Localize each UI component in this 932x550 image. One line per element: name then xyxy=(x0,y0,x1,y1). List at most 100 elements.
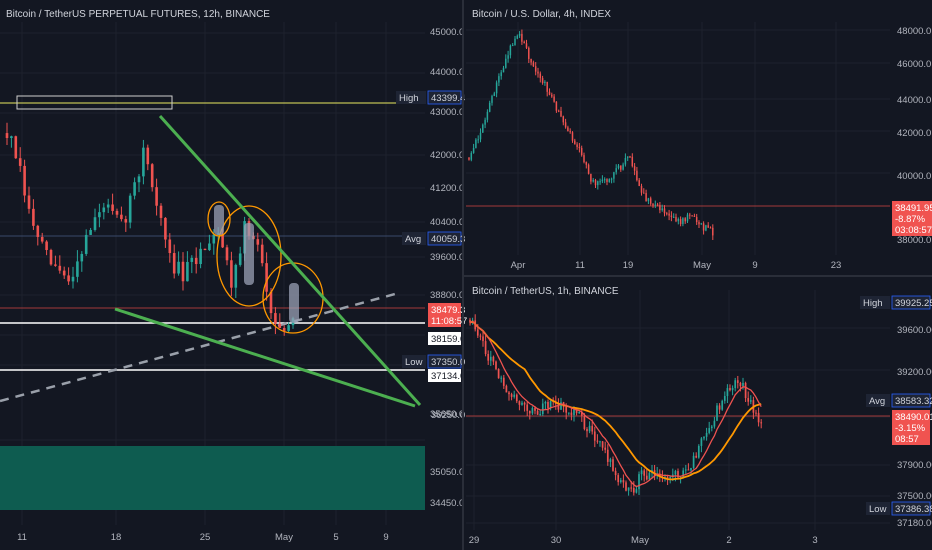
candle-body xyxy=(703,436,705,439)
y-tick-label: 37500.00 xyxy=(897,491,932,502)
candle-body xyxy=(700,223,703,225)
candle-body xyxy=(679,219,682,224)
x-tick-label: 5 xyxy=(333,532,338,543)
candle-body xyxy=(729,388,731,391)
price-label-value: 43399.4 xyxy=(431,93,465,104)
candle-body xyxy=(610,178,613,180)
price-label-bg xyxy=(428,369,461,382)
candle-body xyxy=(500,72,502,77)
candle-body xyxy=(684,218,686,222)
price-tag-bg xyxy=(402,232,426,245)
candle-body xyxy=(631,156,634,167)
candle-body xyxy=(62,270,66,276)
candle-body xyxy=(587,164,590,174)
candle-body xyxy=(238,253,242,265)
candle-body xyxy=(666,477,669,479)
candle-body xyxy=(736,380,739,383)
candle-body xyxy=(565,406,568,413)
x-tick-label: 19 xyxy=(623,260,634,271)
x-tick-label: 23 xyxy=(831,260,842,271)
candle-body xyxy=(530,58,532,63)
candle-body xyxy=(172,253,176,274)
candle-body xyxy=(120,214,123,220)
candle-body xyxy=(677,219,680,222)
candle-body xyxy=(734,380,737,388)
price-tag: Avg xyxy=(869,396,885,407)
candle-body xyxy=(760,422,763,424)
top-right-chart[interactable]: Bitcoin / U.S. Dollar, 4h, INDEX 48000.0 4… xyxy=(466,9,932,271)
candle-body xyxy=(551,94,553,97)
x-tick-label: 30 xyxy=(551,535,562,546)
price-label-sub: 11:08:57 xyxy=(431,316,467,327)
candle-body xyxy=(518,401,521,405)
candle-body xyxy=(705,225,707,231)
candle-body xyxy=(643,192,645,194)
candle-body xyxy=(482,336,484,342)
candle-body xyxy=(553,96,555,102)
candle-body xyxy=(36,225,40,237)
price-label-sub: -8.87% xyxy=(895,214,926,225)
candle-body xyxy=(712,227,714,236)
candle-body xyxy=(557,110,560,112)
candle-body xyxy=(638,180,640,186)
candle-body xyxy=(80,253,84,262)
candle-body xyxy=(514,38,516,46)
x-tick-label: 25 xyxy=(200,532,211,543)
candle-body xyxy=(40,236,44,242)
candle-body xyxy=(528,410,531,414)
candle-body xyxy=(620,165,622,170)
candle-body xyxy=(155,187,158,206)
y-tick-label: 34450.0 xyxy=(430,498,464,509)
candle-body xyxy=(476,329,479,336)
candle-body xyxy=(578,146,581,149)
price-label-value: 38491.95 xyxy=(895,203,932,214)
candle-body xyxy=(609,459,612,462)
candle-body xyxy=(687,469,690,471)
candle-body xyxy=(578,412,581,414)
candle-body xyxy=(567,127,569,132)
price-label-sub: -3.15% xyxy=(895,423,926,434)
candle-body xyxy=(531,408,534,414)
price-tag-bg xyxy=(866,502,890,515)
candle-body xyxy=(537,71,539,74)
candle-body xyxy=(659,204,661,211)
candle-body xyxy=(491,96,493,103)
candle-body xyxy=(502,67,505,73)
price-label-bg xyxy=(891,393,931,408)
candle-body xyxy=(560,402,562,410)
candle-body xyxy=(668,213,670,216)
candle-body xyxy=(269,291,273,314)
candle-body xyxy=(159,205,163,218)
price-tag-bg xyxy=(866,394,890,407)
candle-body xyxy=(58,265,62,271)
left-chart[interactable]: Bitcoin / TetherUS PERPETUAL FUTURES, 12… xyxy=(0,9,467,543)
price-label-value: 37134.0 xyxy=(431,371,465,382)
candle-body xyxy=(541,78,544,83)
price-label-bg xyxy=(427,90,462,105)
candle-body xyxy=(702,223,705,231)
y-tick-label: 38000.0 xyxy=(897,235,931,246)
x-tick-label: 2 xyxy=(726,535,731,546)
bottom-right-chart[interactable]: Bitcoin / TetherUS, 1h, BINANCE 39600.00 3… xyxy=(466,286,932,546)
y-tick-label: 41200.0 xyxy=(430,183,464,194)
price-tag: High xyxy=(399,93,419,104)
candle-body xyxy=(739,382,742,387)
y-tick-label: 35650.0 xyxy=(430,409,464,420)
candle-body xyxy=(633,166,636,171)
candle-body xyxy=(592,180,594,182)
candle-body xyxy=(692,455,695,468)
demand-zone xyxy=(0,446,425,510)
projection-candle xyxy=(214,205,224,235)
candle-body xyxy=(27,195,31,209)
candle-body xyxy=(14,136,18,159)
y-tick-label: 44000.0 xyxy=(897,95,931,106)
candle-body xyxy=(49,250,53,265)
candle-body xyxy=(225,247,229,261)
candle-body xyxy=(265,263,268,292)
price-tag: High xyxy=(863,298,883,309)
candle-body xyxy=(484,341,487,354)
candle-body xyxy=(614,470,617,476)
candle-body xyxy=(489,356,492,361)
candle-body xyxy=(710,426,713,429)
candle-body xyxy=(613,172,615,179)
